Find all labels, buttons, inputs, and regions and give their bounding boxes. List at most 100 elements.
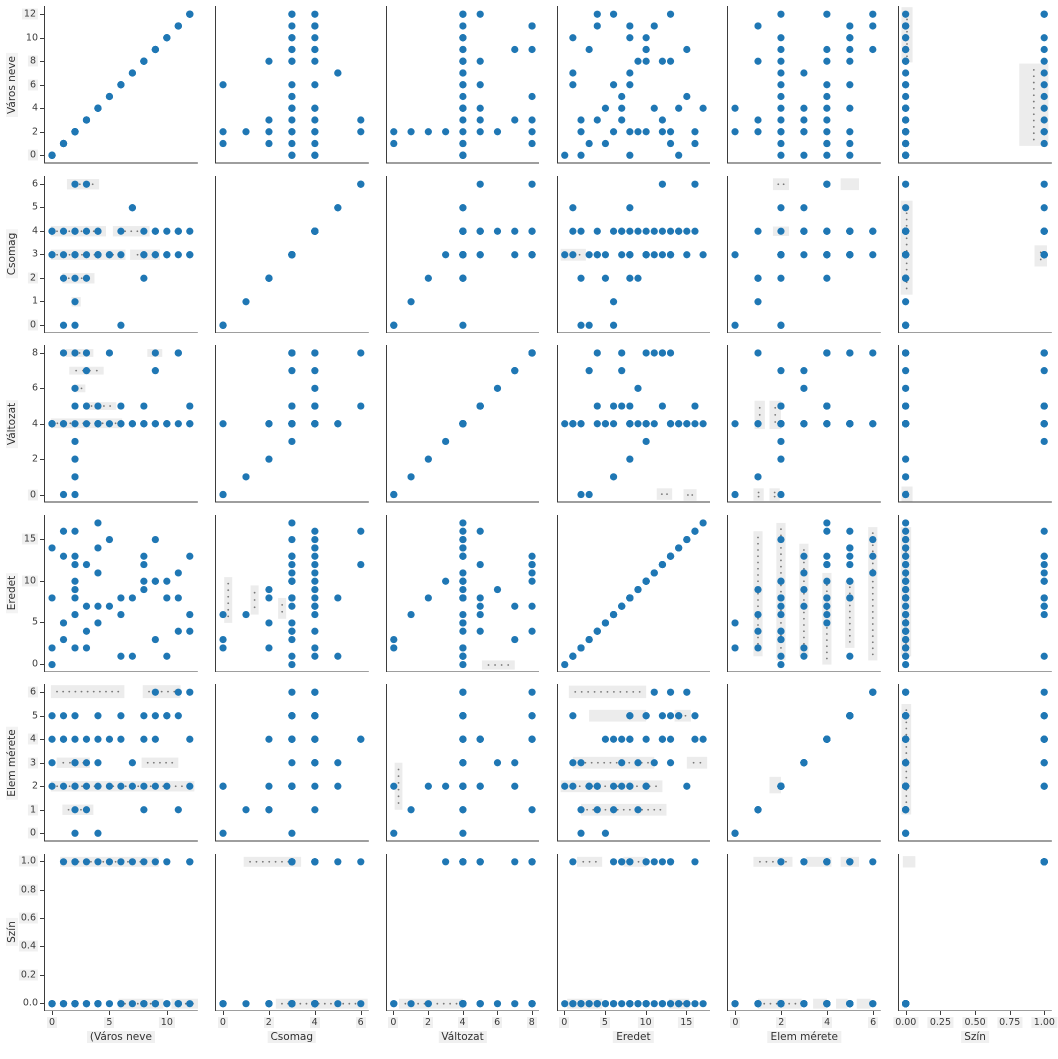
data-point: [311, 535, 319, 543]
data-point: [357, 527, 365, 535]
data-point: [242, 610, 250, 618]
data-point: [476, 593, 484, 602]
data-point: [1040, 203, 1048, 211]
data-point: [128, 420, 136, 428]
data-point: [94, 250, 102, 258]
data-point: [219, 139, 227, 148]
data-point: [389, 643, 398, 652]
data-point: [219, 610, 227, 618]
x-tick-label: 0.00: [893, 1017, 919, 1028]
y-tick-label: 4: [31, 225, 38, 237]
data-point: [642, 420, 650, 428]
data-point: [1040, 652, 1048, 660]
data-point: [823, 227, 831, 235]
data-point: [902, 585, 910, 593]
data-point: [174, 568, 182, 577]
data-point: [674, 227, 682, 235]
artifact-bands: [566, 856, 689, 1009]
x-tick-mark: [905, 1011, 907, 1015]
axis-label-y-varos_neve: Város neve: [6, 52, 18, 117]
axis-spines: [556, 684, 711, 842]
data-point: [458, 34, 467, 42]
data-point: [407, 128, 415, 136]
data-point: [151, 349, 159, 357]
data-point: [666, 688, 674, 696]
data-point: [869, 535, 877, 543]
data-point: [777, 999, 785, 1007]
data-point: [476, 116, 484, 124]
data-point: [105, 782, 114, 790]
data-point: [140, 999, 148, 1007]
data-point: [777, 128, 785, 136]
data-point: [48, 782, 56, 790]
data-point: [777, 69, 785, 77]
subplot-eredet-vs-szin: [898, 514, 1052, 672]
data-point: [528, 349, 536, 357]
data-point: [59, 618, 68, 627]
data-point: [576, 274, 585, 282]
data-point: [128, 759, 136, 767]
data-point: [128, 782, 136, 790]
data-point: [265, 420, 273, 428]
data-point: [593, 250, 601, 258]
scatter-points: [902, 688, 1048, 837]
data-point: [560, 782, 568, 790]
data-point: [311, 543, 319, 552]
data-point: [288, 250, 296, 258]
data-point: [71, 420, 79, 428]
data-point: [424, 455, 432, 463]
axis-label-x-csomag: Csomag: [267, 1031, 317, 1043]
scatter-points: [731, 857, 877, 1007]
data-point: [754, 643, 762, 652]
data-point: [59, 782, 68, 790]
data-point: [424, 999, 432, 1007]
data-point: [117, 420, 125, 428]
data-point: [71, 829, 79, 837]
data-point: [902, 527, 910, 535]
data-point: [593, 227, 601, 235]
data-point: [902, 10, 910, 18]
x-tick-label: 0.50: [962, 1017, 988, 1028]
data-point: [1040, 10, 1048, 18]
y-tick-label: 2: [31, 453, 38, 465]
data-point: [699, 250, 707, 258]
data-point: [265, 139, 273, 148]
data-point: [650, 250, 658, 258]
y-tick-label: 5: [31, 201, 38, 213]
scatter-points: [902, 10, 1048, 159]
data-point: [71, 455, 79, 463]
data-point: [777, 45, 785, 54]
data-point: [59, 321, 68, 329]
data-point: [1040, 568, 1048, 577]
data-point: [389, 139, 398, 148]
data-point: [682, 688, 690, 696]
data-point: [357, 999, 365, 1007]
data-point: [731, 128, 739, 136]
data-point: [568, 81, 576, 89]
axis-spines: [727, 6, 882, 164]
data-point: [585, 367, 593, 375]
data-point: [699, 735, 707, 743]
y-tick-label: 6: [27, 79, 38, 91]
data-point: [71, 552, 79, 560]
data-point: [458, 81, 467, 89]
y-tick-mark: [40, 230, 44, 232]
x-tick-mark: [975, 1011, 977, 1015]
data-point: [510, 602, 519, 610]
axis-label-x-elem_merete: Elem mérete: [767, 1031, 841, 1043]
x-tick-mark: [360, 1011, 362, 1015]
scatter-points: [560, 518, 707, 668]
data-point: [650, 420, 658, 428]
data-point: [601, 104, 609, 112]
y-tick-mark: [40, 918, 44, 920]
data-point: [48, 250, 56, 258]
data-point: [59, 274, 68, 282]
data-point: [1040, 45, 1048, 54]
data-point: [151, 782, 159, 790]
scatter-points: [560, 349, 707, 499]
data-point: [311, 139, 319, 148]
axis-spines: [385, 6, 540, 164]
data-point: [658, 712, 666, 720]
data-point: [117, 610, 125, 618]
